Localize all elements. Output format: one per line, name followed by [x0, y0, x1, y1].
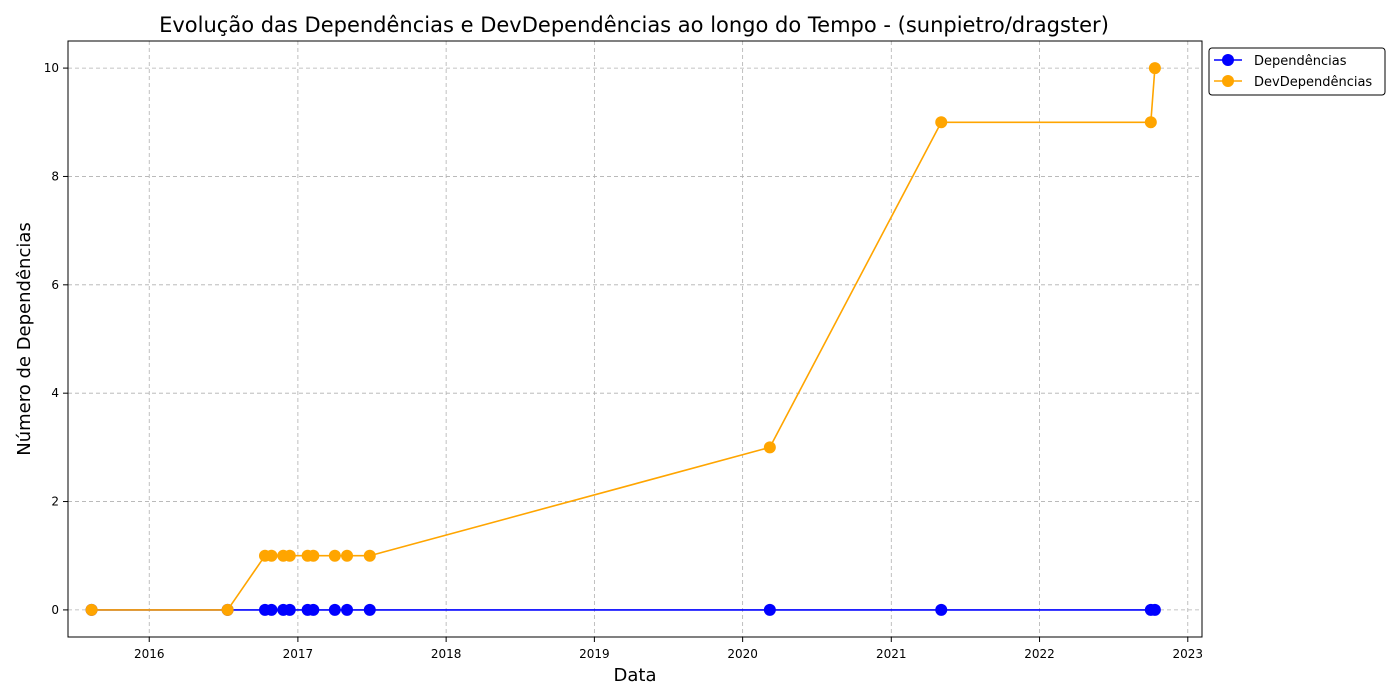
series-dependencias: [85, 603, 1161, 616]
chart-title: Evolução das Dependências e DevDependênc…: [159, 13, 1109, 37]
x-tick-label: 2018: [431, 647, 462, 661]
legend-label-dependencias: Dependências: [1254, 54, 1347, 69]
x-axis-label: Data: [614, 665, 657, 686]
data-point: [763, 441, 776, 454]
x-tick-label: 2017: [283, 647, 314, 661]
data-point: [307, 549, 320, 562]
series-line: [91, 68, 1156, 611]
data-point: [265, 603, 278, 616]
series-layer: [85, 62, 1161, 616]
data-point: [85, 603, 98, 616]
x-tick-label: 2022: [1024, 647, 1055, 661]
x-tick-label: 2020: [727, 647, 758, 661]
data-point: [328, 549, 341, 562]
data-point: [307, 603, 320, 616]
plot-area-frame: [67, 40, 1203, 638]
x-tick-label: 2021: [876, 647, 907, 661]
y-tick-label: 10: [44, 61, 59, 75]
data-point: [341, 549, 354, 562]
data-point: [283, 603, 296, 616]
data-point: [341, 603, 354, 616]
data-point: [265, 549, 278, 562]
y-tick-label: 2: [51, 495, 59, 509]
y-tick-label: 6: [51, 278, 59, 292]
y-tick-label: 8: [51, 169, 59, 183]
data-point: [221, 603, 234, 616]
y-axis-label: Número de Dependências: [14, 222, 35, 456]
legend-marker-dependencias: [1222, 54, 1234, 66]
legend: Dependências DevDependências: [1208, 47, 1386, 96]
x-axis-ticks: 2016 2017 2018 2019 2020 2021 2022 2023: [134, 637, 1203, 661]
legend-box: [1208, 47, 1386, 96]
x-tick-label: 2016: [134, 647, 165, 661]
data-point: [935, 603, 948, 616]
data-point: [1144, 116, 1157, 129]
series-devdependencias: [85, 62, 1161, 616]
y-tick-label: 4: [51, 386, 59, 400]
x-tick-label: 2019: [579, 647, 610, 661]
data-point: [1148, 603, 1161, 616]
data-point: [283, 549, 296, 562]
x-tick-label: 2023: [1173, 647, 1204, 661]
legend-marker-devdependencias: [1222, 75, 1234, 87]
y-tick-label: 0: [51, 603, 59, 617]
grid: [68, 41, 1202, 637]
data-point: [763, 603, 776, 616]
y-axis-ticks: 0 2 4 6 8 10: [44, 61, 68, 617]
data-point: [935, 116, 948, 129]
data-point: [363, 603, 376, 616]
data-point: [363, 549, 376, 562]
data-point: [1148, 62, 1161, 75]
legend-label-devdependencias: DevDependências: [1254, 75, 1372, 90]
data-point: [328, 603, 341, 616]
